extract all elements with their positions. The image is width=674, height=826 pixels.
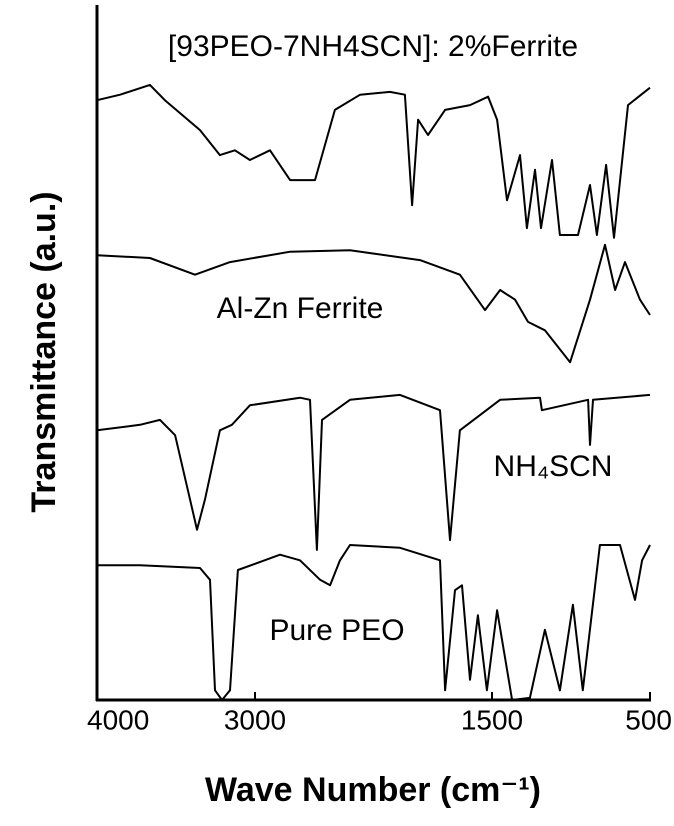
series-label: Al-Zn Ferrite [217, 292, 384, 325]
spectrum-line [96, 243, 651, 364]
y-axis-title: Transmittance (a.u.) [25, 191, 63, 512]
axes-frame [95, 5, 651, 702]
spectrum-line [96, 83, 651, 239]
x-tick-label: 3000 [224, 704, 286, 735]
spectrum-line [96, 393, 651, 551]
series-label: Pure PEO [269, 614, 404, 647]
series-label: [93PEO-7NH4SCN]: 2%Ferrite [168, 30, 578, 63]
x-axis-title: Wave Number (cm⁻¹) [205, 771, 541, 809]
series-label: NH₄SCN [494, 450, 613, 483]
x-tick-label: 4000 [87, 704, 149, 735]
x-tick-label: 500 [625, 704, 672, 735]
spectrum-line [97, 544, 651, 701]
x-tick-label: 1500 [461, 704, 523, 735]
